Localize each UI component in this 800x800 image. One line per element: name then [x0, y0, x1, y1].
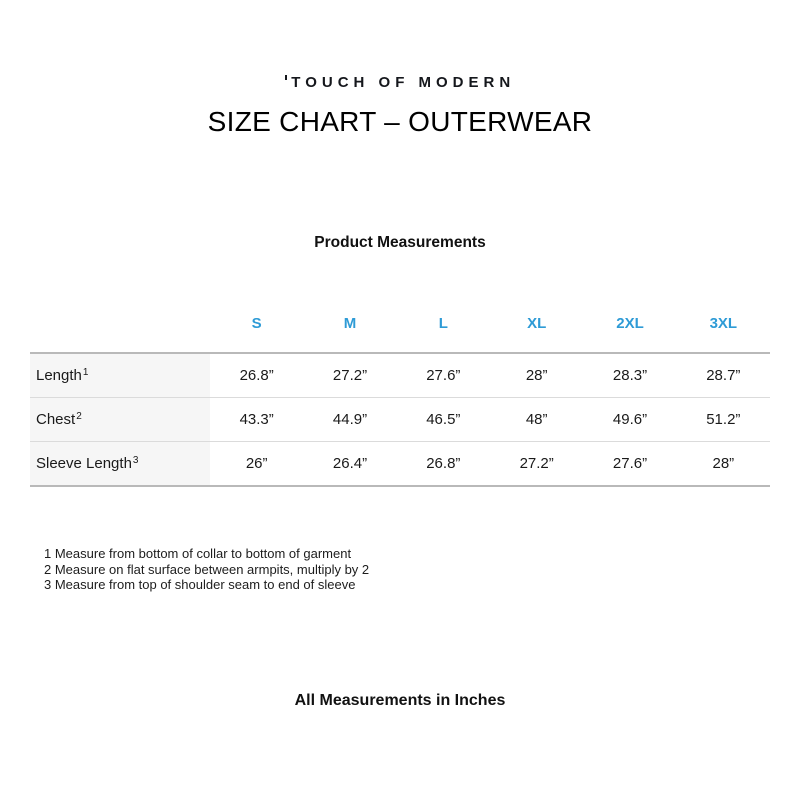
table-row-chest: Chest 2 43.3” 44.9” 46.5” 48” 49.6” 51.2” [30, 398, 770, 442]
table-subtitle: Product Measurements [314, 234, 486, 251]
size-column-header-m: M [343, 315, 357, 332]
measurement-value: 26.8” [426, 455, 461, 472]
measurement-value: 28” [712, 455, 735, 472]
footnotes-block: 1 Measure from bottom of collar to botto… [44, 546, 369, 593]
measurement-value: 28” [525, 367, 548, 384]
size-column-header-3xl: 3XL [709, 315, 738, 332]
page-title: SIZE CHART – OUTERWEAR [207, 106, 593, 137]
size-header-spacer [30, 315, 210, 332]
table-row-sleeve-length: Sleeve Length 3 26” 26.4” 26.8” 27.2” 27.… [30, 442, 770, 485]
measurement-value: 28.3” [612, 367, 648, 384]
footnote-marker: 1 [82, 366, 89, 378]
row-label-text: Length [36, 367, 82, 384]
measurement-value: 28.7” [706, 367, 741, 384]
table-row-length: Length 1 26.8” 27.2” 27.6” 28” 28.3” 28.7… [30, 354, 770, 398]
measurement-value: 43.3” [239, 411, 274, 428]
measurement-value: 26.4” [332, 455, 368, 472]
size-header-row: S M L XL 2XL 3XL [30, 315, 770, 332]
measurement-value: 27.6” [426, 367, 461, 384]
measurement-value: 26” [245, 455, 268, 472]
size-column-header-s: S [251, 315, 262, 332]
logo-text: TOUCH OF MODERN [291, 74, 516, 91]
measurement-value: 27.2” [519, 455, 554, 472]
measurements-table: Length 1 26.8” 27.2” 27.6” 28” 28.3” 28.7… [30, 352, 770, 487]
row-label-length: Length 1 [30, 354, 210, 397]
footnote-line: 3 Measure from top of shoulder seam to e… [44, 577, 356, 592]
size-column-header-2xl: 2XL [616, 315, 644, 332]
footnote-line: 1 Measure from bottom of collar to botto… [44, 546, 352, 561]
measurement-value: 46.5” [426, 411, 461, 428]
footnote-marker: 3 [132, 454, 139, 466]
footnote-line: 2 Measure on flat surface between armpit… [44, 561, 370, 577]
measurement-value: 49.6” [612, 411, 648, 428]
size-column-header-xl: XL [527, 315, 547, 332]
measurement-value: 48” [525, 411, 548, 428]
row-label-chest: Chest 2 [30, 398, 210, 441]
row-label-sleeve-length: Sleeve Length 3 [30, 442, 210, 485]
row-label-text: Chest [36, 411, 76, 428]
measurement-value: 51.2” [706, 411, 741, 428]
units-note: All Measurements in Inches [294, 692, 506, 709]
brand-logo: TOUCH OF MODERN [0, 74, 800, 91]
logo-tick-mark [284, 75, 288, 80]
measurement-value: 26.8” [239, 367, 274, 384]
footnote-marker: 2 [76, 410, 82, 422]
row-label-text: Sleeve Length [36, 455, 132, 472]
size-column-header-l: L [438, 315, 448, 332]
measurement-value: 44.9” [332, 411, 368, 428]
measurement-value: 27.6” [612, 455, 648, 472]
measurement-value: 27.2” [332, 367, 368, 384]
